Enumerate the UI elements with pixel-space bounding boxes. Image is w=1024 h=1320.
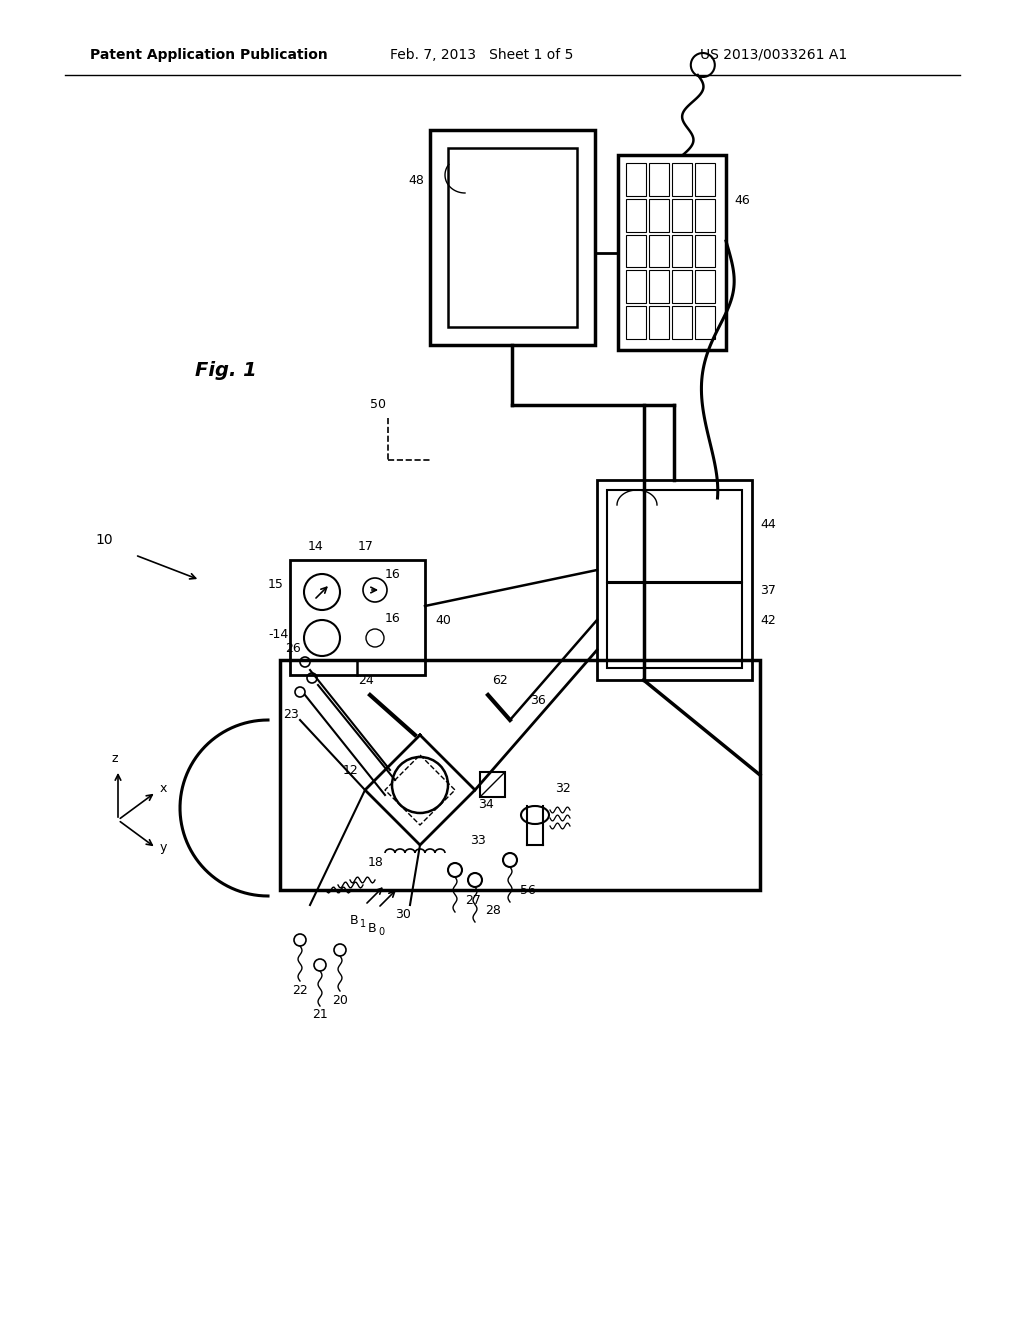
- Text: 62: 62: [492, 673, 508, 686]
- Text: 42: 42: [760, 614, 776, 627]
- Bar: [695, 306, 715, 339]
- Bar: [626, 306, 646, 339]
- Bar: [695, 199, 715, 231]
- Bar: [626, 271, 646, 304]
- Text: Fig. 1: Fig. 1: [195, 360, 257, 380]
- Bar: [649, 306, 669, 339]
- Bar: [672, 235, 692, 268]
- Text: -14: -14: [268, 628, 288, 642]
- Text: 17: 17: [358, 540, 374, 553]
- Text: 15: 15: [268, 578, 284, 591]
- Bar: [649, 199, 669, 231]
- Text: 26: 26: [285, 642, 301, 655]
- Text: 33: 33: [470, 833, 485, 846]
- Text: 44: 44: [760, 519, 776, 532]
- Bar: [618, 154, 726, 350]
- Bar: [480, 772, 505, 797]
- Text: 16: 16: [385, 569, 400, 582]
- Text: 30: 30: [395, 908, 411, 921]
- Text: 20: 20: [332, 994, 348, 1006]
- Text: 32: 32: [555, 781, 570, 795]
- Text: 0: 0: [378, 927, 384, 937]
- Text: 12: 12: [343, 763, 358, 776]
- Bar: [695, 162, 715, 195]
- Bar: [290, 560, 425, 675]
- Text: 22: 22: [292, 983, 308, 997]
- Bar: [672, 306, 692, 339]
- Text: 24: 24: [358, 673, 374, 686]
- Bar: [695, 235, 715, 268]
- Text: 10: 10: [95, 533, 113, 546]
- Text: 1: 1: [360, 919, 367, 929]
- Text: Feb. 7, 2013   Sheet 1 of 5: Feb. 7, 2013 Sheet 1 of 5: [390, 48, 573, 62]
- Text: x: x: [160, 781, 167, 795]
- Text: B: B: [350, 913, 358, 927]
- Bar: [607, 490, 742, 582]
- Bar: [449, 148, 577, 327]
- Bar: [695, 271, 715, 304]
- Text: 27: 27: [465, 894, 481, 907]
- Bar: [672, 162, 692, 195]
- Text: Patent Application Publication: Patent Application Publication: [90, 48, 328, 62]
- Text: 37: 37: [760, 583, 776, 597]
- Bar: [649, 162, 669, 195]
- Text: 34: 34: [478, 799, 494, 812]
- Text: 23: 23: [283, 709, 299, 722]
- Bar: [626, 162, 646, 195]
- Text: 46: 46: [734, 194, 750, 206]
- Bar: [280, 660, 760, 890]
- Text: 48: 48: [408, 173, 424, 186]
- Text: 18: 18: [368, 857, 384, 870]
- Text: 50: 50: [370, 399, 386, 412]
- Text: 40: 40: [435, 615, 451, 627]
- Bar: [626, 235, 646, 268]
- Text: B: B: [368, 921, 377, 935]
- Text: 16: 16: [385, 611, 400, 624]
- Bar: [672, 271, 692, 304]
- Text: 28: 28: [485, 903, 501, 916]
- Bar: [672, 199, 692, 231]
- Bar: [649, 271, 669, 304]
- Text: 14: 14: [308, 540, 324, 553]
- Bar: [597, 480, 752, 680]
- Text: US 2013/0033261 A1: US 2013/0033261 A1: [700, 48, 847, 62]
- Text: z: z: [112, 751, 118, 764]
- Bar: [649, 235, 669, 268]
- Text: 21: 21: [312, 1008, 328, 1022]
- Text: y: y: [160, 842, 167, 854]
- Text: 36: 36: [530, 693, 546, 706]
- Bar: [607, 583, 742, 668]
- Text: 56: 56: [520, 883, 536, 896]
- Bar: [626, 199, 646, 231]
- Bar: [430, 129, 595, 345]
